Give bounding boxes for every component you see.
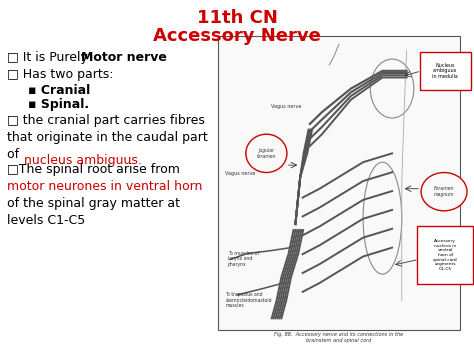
Text: Vagus nerve: Vagus nerve [271, 104, 301, 109]
Text: motor neurones in ventral horn: motor neurones in ventral horn [7, 180, 202, 193]
Text: Nucleus
ambiguus
in medulla: Nucleus ambiguus in medulla [432, 62, 458, 79]
FancyBboxPatch shape [417, 226, 473, 284]
Text: Fig. 88.  Accessory nerve and its connections in the
brainstem and spinal cord: Fig. 88. Accessory nerve and its connect… [274, 332, 403, 343]
FancyBboxPatch shape [218, 36, 460, 330]
Text: ▪ Spinal.: ▪ Spinal. [28, 98, 90, 111]
Text: 11th CN: 11th CN [197, 9, 277, 27]
Text: nucleus ambiguus.: nucleus ambiguus. [24, 154, 142, 167]
Ellipse shape [421, 173, 467, 211]
Text: □ It is Purely: □ It is Purely [7, 51, 92, 65]
Text: To trapezius and
sternocleidomastoid
muscles: To trapezius and sternocleidomastoid mus… [225, 292, 272, 308]
Text: □The spinal root arise from: □The spinal root arise from [7, 163, 180, 176]
Text: Foramen
magnum: Foramen magnum [434, 186, 454, 197]
FancyBboxPatch shape [419, 52, 471, 89]
Text: To muscles of
larynx and
pharynx: To muscles of larynx and pharynx [228, 251, 259, 267]
Text: □ Has two parts:: □ Has two parts: [7, 68, 114, 81]
Text: Motor nerve: Motor nerve [81, 51, 166, 65]
Ellipse shape [246, 134, 287, 173]
Text: Accessory Nerve: Accessory Nerve [153, 27, 321, 45]
Text: □ the cranial part carries fibres
that originate in the caudal part
of: □ the cranial part carries fibres that o… [7, 114, 208, 161]
Text: ▪ Cranial: ▪ Cranial [28, 84, 91, 97]
Text: of the spinal gray matter at
levels C1-C5: of the spinal gray matter at levels C1-C… [7, 197, 180, 227]
Text: Vagus nerve: Vagus nerve [225, 171, 255, 176]
Text: Jugular
foramen: Jugular foramen [256, 148, 276, 159]
Text: Accessory
nucleus in
ventral
horn of
spinal cord
segments
C1-C5: Accessory nucleus in ventral horn of spi… [433, 239, 457, 271]
